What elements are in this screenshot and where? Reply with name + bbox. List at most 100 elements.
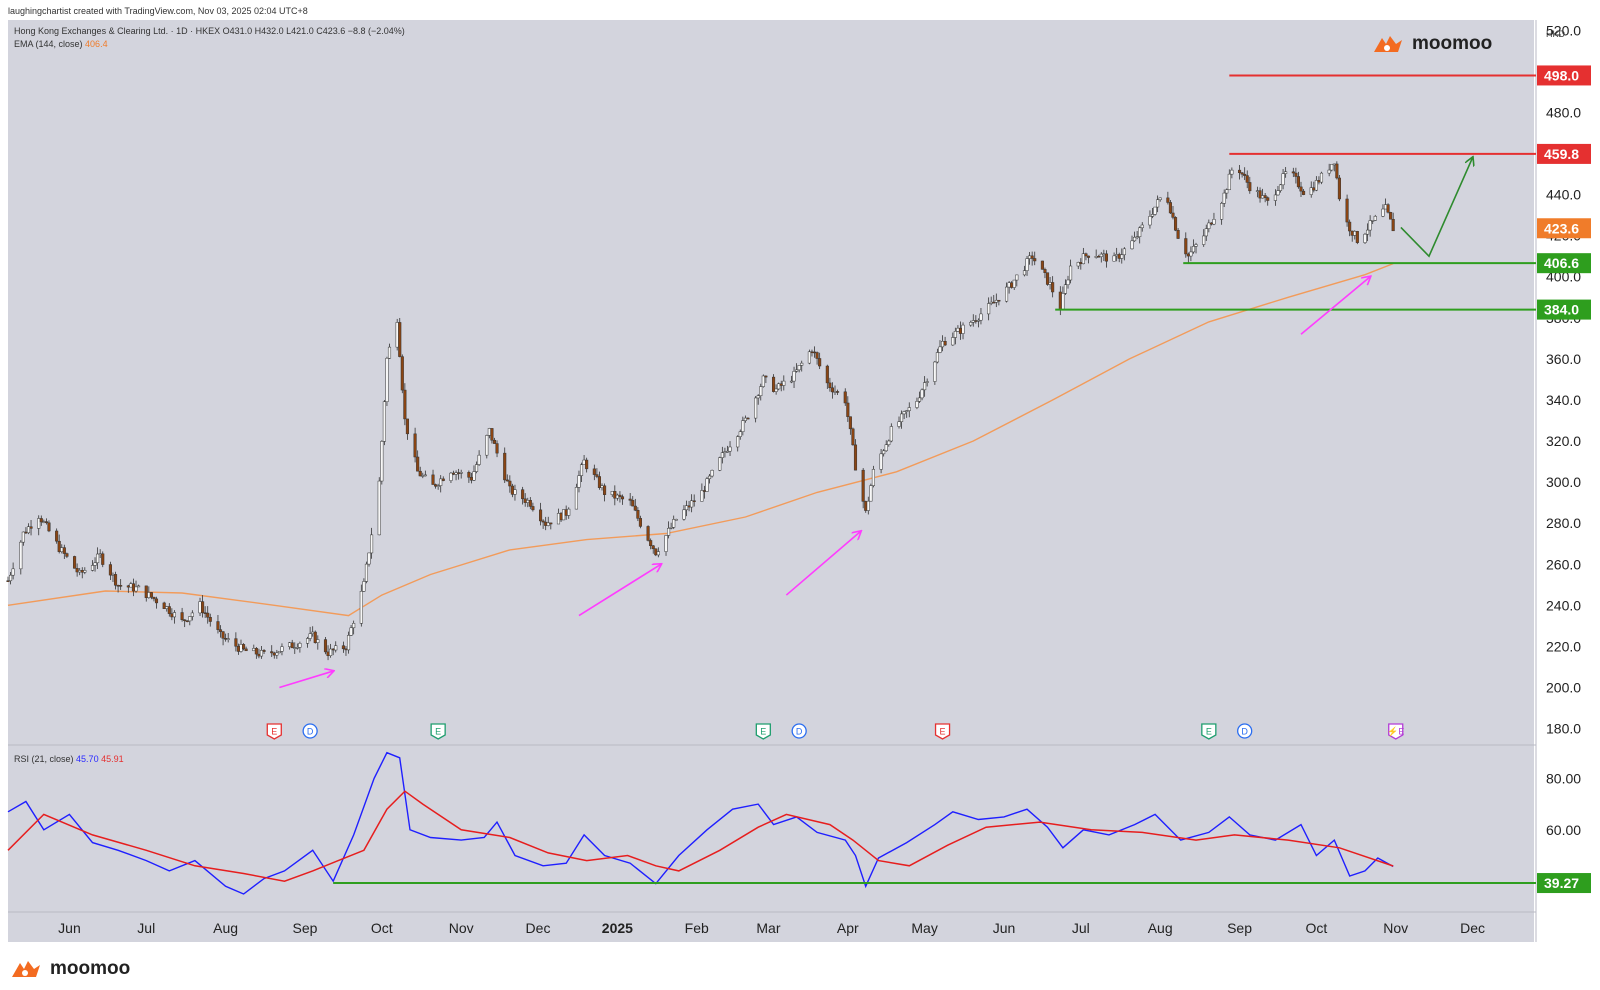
event-marker-dividend[interactable]: D <box>1237 723 1253 739</box>
candle-body <box>252 648 256 652</box>
candle-body <box>1130 240 1134 250</box>
candle-body <box>221 631 225 639</box>
candle-body <box>905 410 909 412</box>
candle-body <box>976 319 980 322</box>
event-marker-earnings-red[interactable]: E <box>266 723 282 740</box>
candle-body <box>162 602 166 609</box>
price-tick-label: 240.0 <box>1546 597 1581 613</box>
candle-body <box>920 389 924 399</box>
candle-body <box>610 491 614 495</box>
candle <box>137 584 141 588</box>
candle-body <box>987 303 991 315</box>
event-marker-earnings-green[interactable]: E <box>1201 723 1217 740</box>
candle <box>183 619 187 628</box>
price-tick-label: 360.0 <box>1546 351 1581 367</box>
candle <box>306 636 310 648</box>
candle-body <box>864 501 868 511</box>
candle <box>490 428 494 444</box>
candle <box>1368 215 1372 237</box>
event-marker-earnings-purple[interactable]: ⚡E <box>1387 723 1404 740</box>
candle <box>449 472 453 483</box>
candle-body <box>774 388 778 392</box>
candle-body <box>1330 164 1334 171</box>
event-marker-dividend[interactable]: D <box>302 723 318 739</box>
candle <box>915 397 919 410</box>
candle-body <box>1173 217 1178 231</box>
candle-body <box>940 341 945 348</box>
dividend-icon <box>1237 723 1253 739</box>
candle <box>1335 161 1339 180</box>
candle <box>1173 216 1178 232</box>
candle-body <box>147 592 151 598</box>
candle-body <box>1227 173 1231 191</box>
candle <box>846 396 850 422</box>
candle-body <box>505 479 509 482</box>
candle <box>728 441 732 457</box>
candle <box>869 483 873 502</box>
candle-body <box>306 638 310 644</box>
candle-body <box>1012 279 1016 288</box>
candle-body <box>119 585 123 587</box>
candle <box>334 641 338 653</box>
level-badge <box>1537 299 1591 320</box>
ohlc-values: O431.0 H432.0 L421.0 C423.6 −8.8 (−2.04%… <box>222 26 405 36</box>
candle-body <box>467 472 471 478</box>
candle <box>19 540 23 575</box>
candle-body <box>377 480 381 536</box>
candle <box>1069 259 1073 284</box>
ema-header: EMA (144, close) 406.4 <box>14 39 108 49</box>
candle <box>387 343 392 359</box>
event-marker-earnings-red[interactable]: E <box>934 723 951 740</box>
candle-body <box>434 484 438 487</box>
candle <box>1099 252 1103 263</box>
event-marker-earnings-green[interactable]: E <box>755 723 771 740</box>
candle <box>277 651 281 654</box>
candle-body <box>1010 282 1014 288</box>
candle-body <box>1133 236 1137 242</box>
price-tick-label: 520.0 <box>1546 22 1581 38</box>
candle <box>669 522 673 530</box>
candle-body <box>244 648 248 652</box>
candle-body <box>1033 258 1037 262</box>
candle-body <box>738 431 742 437</box>
candle <box>646 525 650 542</box>
event-marker-earnings-green[interactable]: E <box>430 723 446 740</box>
candle <box>1284 167 1288 178</box>
candle-body <box>777 383 781 390</box>
candle-body <box>1389 212 1393 220</box>
attribution-text: laughingchartist created with TradingVie… <box>8 6 308 16</box>
candle <box>1258 187 1262 203</box>
candle-body <box>288 642 292 647</box>
candle-body <box>546 522 550 526</box>
candle <box>431 469 435 485</box>
candle <box>1012 279 1016 290</box>
candle-body <box>1184 238 1188 255</box>
candle-body <box>725 450 730 453</box>
candle-body <box>603 485 607 495</box>
time-tick-label: Oct <box>371 920 393 936</box>
candle <box>134 580 138 593</box>
candle <box>736 435 740 452</box>
candle <box>119 579 123 590</box>
event-marker-dividend[interactable]: D <box>791 723 807 739</box>
candle-body <box>75 568 79 573</box>
candle-body <box>83 570 87 573</box>
candle-body <box>746 417 750 420</box>
candle <box>902 410 906 420</box>
candle <box>1063 279 1067 295</box>
magenta-arrow <box>279 671 333 689</box>
candle-body <box>812 351 817 354</box>
candle-body <box>1140 224 1144 229</box>
candle-body <box>956 327 960 332</box>
candle <box>188 616 192 626</box>
candle-body <box>344 648 348 651</box>
candle <box>395 318 399 351</box>
candle <box>815 351 819 365</box>
candle <box>1040 260 1044 270</box>
candle <box>1043 267 1047 279</box>
candle-body <box>149 592 153 598</box>
brand-name: moomoo <box>1412 33 1493 54</box>
candle <box>1176 227 1180 239</box>
candle <box>613 485 617 506</box>
